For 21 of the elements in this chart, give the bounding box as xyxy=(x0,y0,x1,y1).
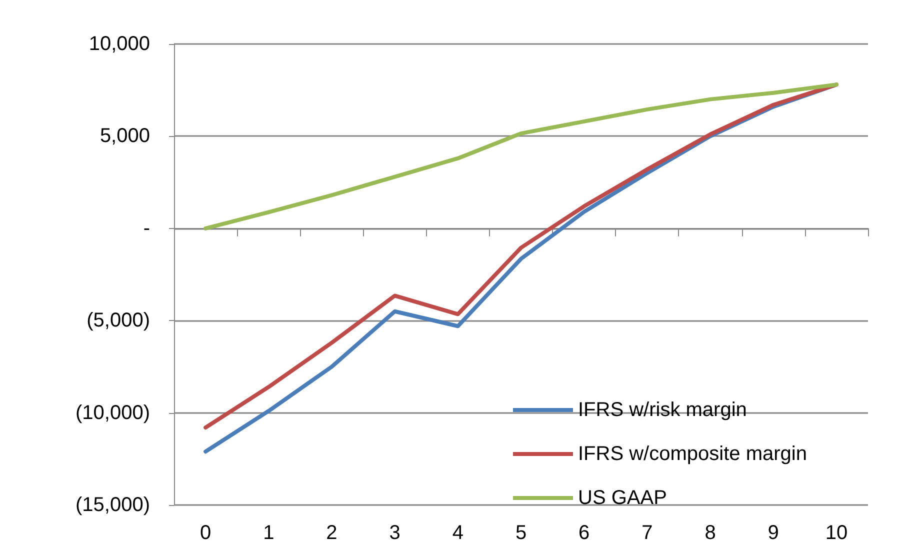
y-tick-label: (5,000) xyxy=(86,310,150,332)
x-tick-label: 5 xyxy=(515,522,527,544)
legend-label: IFRS w/risk margin xyxy=(578,399,747,421)
line-series xyxy=(204,82,838,230)
legend-label: US GAAP xyxy=(578,487,667,509)
x-tick-label: 2 xyxy=(326,522,338,544)
x-tick-label: 7 xyxy=(642,522,653,544)
x-tick-label: 10 xyxy=(825,522,848,544)
y-tick-label: 10,000 xyxy=(88,33,150,55)
x-tick-label: 4 xyxy=(452,522,464,544)
y-tick-label: (15,000) xyxy=(76,494,150,516)
y-tick-label: (10,000) xyxy=(76,402,150,424)
x-tick-label: 0 xyxy=(200,522,212,544)
y-tick-label: - xyxy=(143,217,150,240)
x-tick-label: 6 xyxy=(578,522,590,544)
legend-label: IFRS w/composite margin xyxy=(578,443,807,465)
y-tick-label: 5,000 xyxy=(100,125,150,148)
x-tick-label: 1 xyxy=(263,522,274,544)
x-tick-label: 3 xyxy=(389,522,400,544)
x-tick-label: 9 xyxy=(768,522,779,544)
x-tick-label: 8 xyxy=(704,522,716,544)
